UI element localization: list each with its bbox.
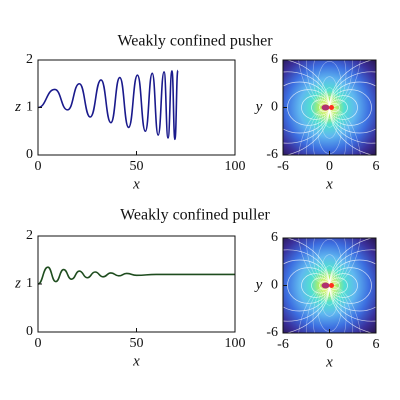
- x-axis-label: x: [132, 176, 140, 192]
- x-tick-label: 100: [225, 336, 246, 351]
- y-axis-label: y: [254, 99, 263, 115]
- x-tick-label: -6: [277, 337, 289, 352]
- y-tick-label: -6: [266, 147, 278, 162]
- y-tick-label: 2: [26, 52, 33, 67]
- line: [37, 69, 179, 141]
- chart-title: Weakly confined pusher: [117, 33, 273, 50]
- hotspot: [321, 104, 330, 111]
- chart-title: Weakly confined puller: [120, 207, 270, 224]
- line: [37, 266, 235, 285]
- field-image: [283, 238, 376, 333]
- y-tick-label: 1: [26, 276, 33, 291]
- y-tick-label: 0: [271, 278, 278, 293]
- x-tick-label: 50: [130, 159, 144, 174]
- x-tick-label: 0: [326, 337, 333, 352]
- x-tick-label: 6: [373, 337, 380, 352]
- y-tick-label: 6: [271, 52, 278, 67]
- axes-frame: [37, 59, 236, 156]
- center-dot: [329, 105, 334, 110]
- x-tick-label: 50: [130, 336, 144, 351]
- y-tick-label: 1: [26, 100, 33, 115]
- y-tick-label: 2: [26, 228, 33, 243]
- y-tick-label: -6: [266, 325, 278, 340]
- x-axis-label: x: [325, 354, 333, 370]
- y-tick-label: 0: [26, 147, 33, 162]
- axes-frame: [37, 235, 236, 333]
- x-axis-label: x: [325, 176, 333, 192]
- y-axis-label: z: [14, 99, 21, 115]
- x-tick-label: -6: [277, 159, 289, 174]
- x-tick-label: 0: [326, 159, 333, 174]
- x-tick-label: 6: [373, 159, 380, 174]
- x-tick-label: 100: [225, 159, 246, 174]
- x-tick-label: 0: [35, 336, 42, 351]
- y-tick-label: 0: [26, 324, 33, 339]
- y-tick-label: 0: [271, 100, 278, 115]
- x-tick-label: 0: [35, 159, 42, 174]
- x-axis-label: x: [132, 353, 140, 369]
- hotspot: [321, 282, 330, 289]
- y-tick-label: 6: [271, 230, 278, 245]
- field-image: [283, 60, 376, 155]
- y-axis-label: z: [14, 275, 21, 291]
- y-axis-label: y: [254, 277, 263, 293]
- center-dot: [329, 283, 334, 288]
